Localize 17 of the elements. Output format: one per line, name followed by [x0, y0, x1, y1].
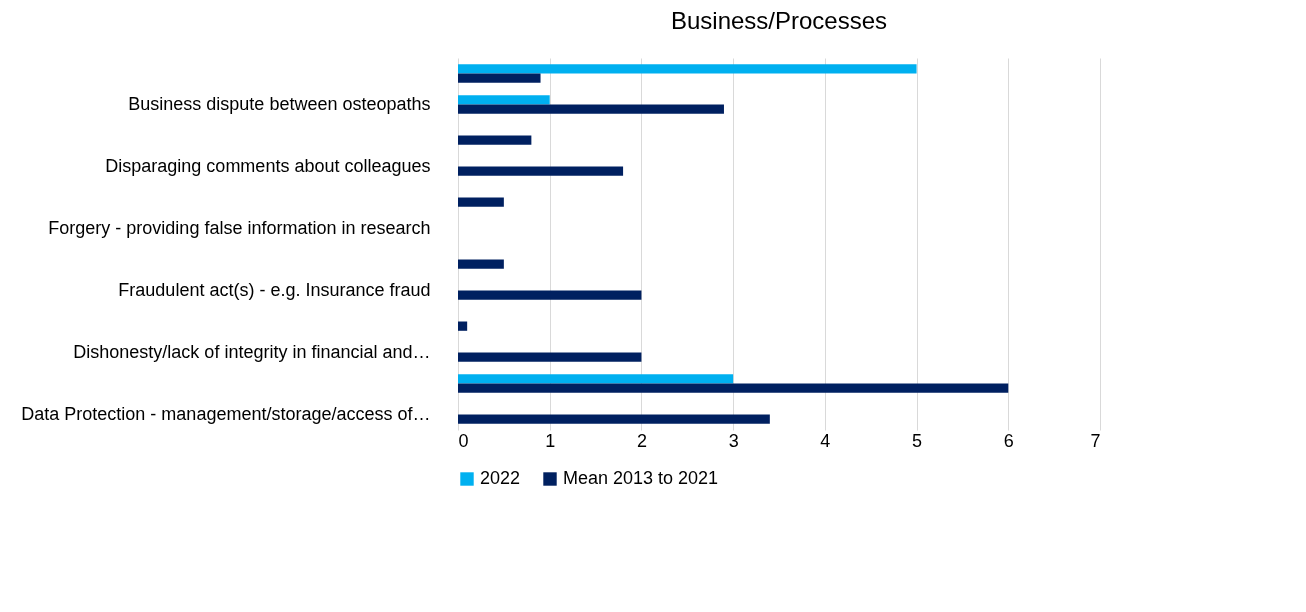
y-tick-label: Forgery - providing false information in research — [48, 217, 431, 238]
x-tick-label: 6 — [1003, 430, 1014, 451]
x-tick-label: 5 — [912, 430, 923, 451]
y-tick-label: Fraudulent act(s) - e.g. Insurance fraud — [118, 279, 431, 300]
x-tick-label: 0 — [458, 430, 469, 451]
x-tick-label: 2 — [636, 430, 647, 451]
legend-label: 2022 — [480, 468, 521, 488]
y-tick-label: Disparaging comments about colleagues — [105, 155, 431, 176]
legend-label: Mean 2013 to 2021 — [563, 468, 719, 488]
x-tick-label: 7 — [1090, 430, 1101, 451]
y-tick-label: Data Protection - management/storage/access of… — [21, 403, 431, 424]
x-tick-label: 4 — [820, 430, 831, 451]
y-tick-label: Dishonesty/lack of integrity in financial and… — [73, 341, 431, 362]
x-tick-label: 3 — [728, 430, 739, 451]
chart-title: Business/Processes — [670, 7, 888, 34]
y-tick-label: Business dispute between osteopaths — [128, 93, 431, 114]
x-tick-label: 1 — [545, 430, 556, 451]
